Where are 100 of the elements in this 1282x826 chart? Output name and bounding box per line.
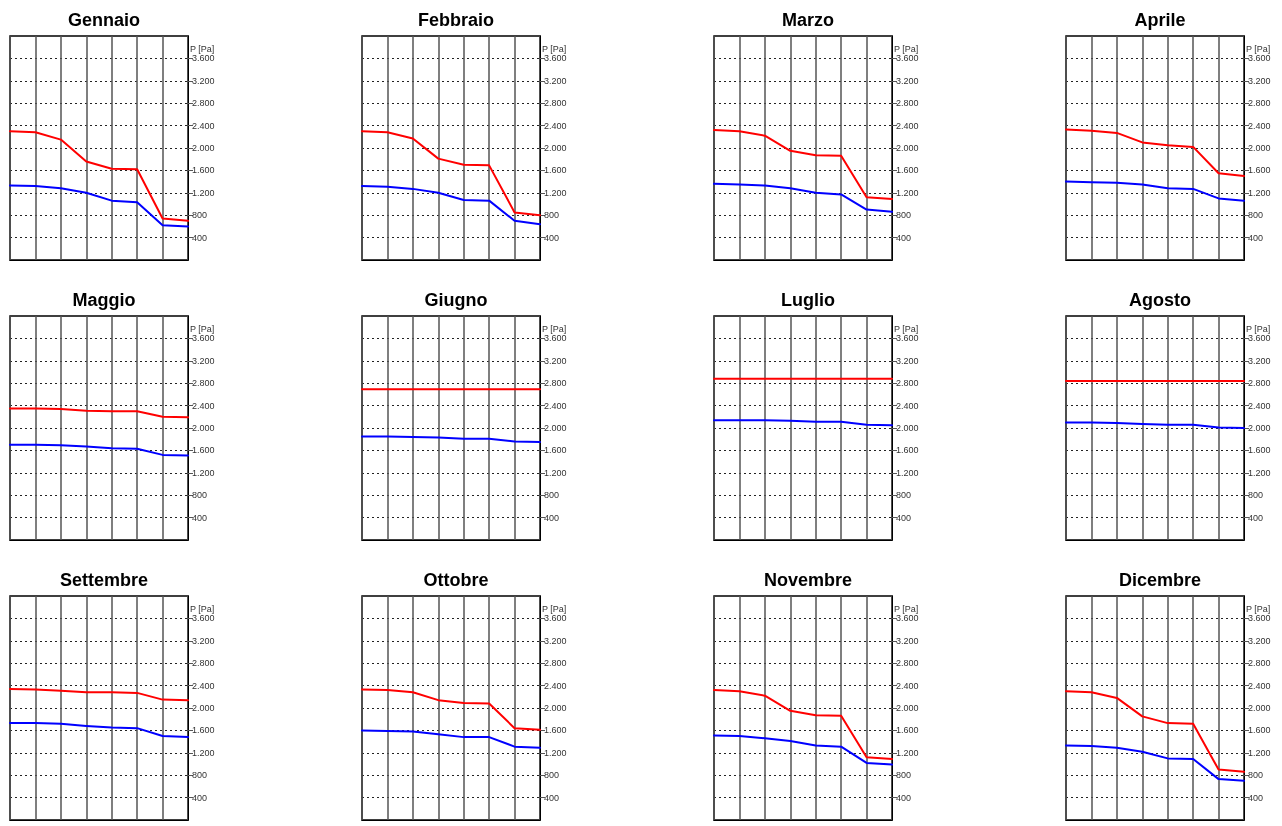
y-tick-label: 3.600 (544, 333, 567, 344)
y-tick-label: 800 (192, 770, 208, 781)
y-tick-label: 3.200 (896, 635, 919, 646)
chart-title: Maggio (72, 290, 136, 310)
line-series (1065, 128, 1245, 177)
y-tick-label: 2.800 (1248, 378, 1271, 389)
line-series (1065, 690, 1245, 773)
line-series (361, 729, 541, 749)
chart-title: Agosto (1129, 290, 1191, 310)
y-tick-label: 2.400 (192, 120, 215, 131)
y-tick-label: 800 (896, 210, 912, 221)
y-tick-label: 1.200 (1248, 747, 1271, 758)
y-axis-title: P [Pa] (190, 603, 215, 614)
y-tick-label: 1.200 (1248, 187, 1271, 198)
y-tick-label: 400 (192, 232, 208, 243)
y-tick-label: 2.800 (1248, 658, 1271, 669)
y-tick-label: 1.600 (192, 445, 215, 456)
y-tick-label: 3.600 (896, 333, 919, 344)
y-tick-label: 2.400 (192, 680, 215, 691)
y-tick-label: 3.200 (544, 75, 567, 86)
chart-title: Gennaio (67, 10, 141, 30)
line-series (9, 687, 189, 702)
y-tick-label: 3.200 (192, 75, 215, 86)
y-tick-label: 3.600 (896, 613, 919, 624)
y-tick-label: 2.400 (896, 400, 919, 411)
chart-title: Novembre (763, 570, 853, 590)
line-series (713, 129, 893, 200)
y-tick-label: 1.200 (896, 467, 919, 478)
y-tick-label: 800 (544, 210, 560, 221)
y-tick-label: 2.400 (544, 120, 567, 131)
y-tick-label: 2.800 (544, 378, 567, 389)
y-tick-label: 800 (1248, 490, 1264, 501)
y-tick-label: 3.600 (544, 53, 567, 64)
y-tick-label: 3.200 (896, 75, 919, 86)
y-tick-label: 2.000 (896, 143, 919, 153)
y-tick-label: 2.400 (896, 680, 919, 691)
chart-title: Settembre (59, 570, 149, 590)
y-tick-label: 2.000 (192, 423, 215, 433)
line-series (361, 185, 541, 226)
y-tick-label: 1.600 (896, 165, 919, 176)
y-tick-label: 1.600 (1248, 165, 1271, 176)
y-tick-label: 800 (544, 770, 560, 781)
y-tick-label: 800 (544, 490, 560, 501)
y-tick-label: 1.200 (192, 467, 215, 478)
y-tick-label: 3.200 (192, 635, 215, 646)
y-tick-label: 2.400 (1248, 120, 1271, 131)
y-tick-label: 400 (1248, 232, 1264, 243)
y-axis-title: P [Pa] (1246, 323, 1271, 334)
y-axis-title: P [Pa] (894, 323, 919, 334)
y-tick-label: 3.600 (192, 333, 215, 344)
y-tick-label: 3.600 (1248, 53, 1271, 64)
y-tick-label: 2.800 (192, 378, 215, 389)
y-tick-label: 400 (544, 232, 560, 243)
y-tick-label: 2.800 (544, 98, 567, 109)
y-tick-label: 1.200 (192, 187, 215, 198)
y-axis-title: P [Pa] (1246, 43, 1271, 54)
y-axis-title: P [Pa] (542, 323, 567, 334)
y-tick-label: 400 (896, 792, 912, 803)
y-tick-label: 2.400 (544, 400, 567, 411)
y-tick-label: 2.800 (896, 98, 919, 109)
y-tick-label: 1.600 (544, 725, 567, 736)
y-tick-label: 2.800 (1248, 98, 1271, 109)
chart-title: Luglio (781, 290, 835, 310)
y-tick-label: 2.000 (544, 143, 567, 153)
y-tick-label: 1.600 (192, 725, 215, 736)
y-tick-label: 2.400 (192, 400, 215, 411)
y-tick-label: 2.400 (544, 680, 567, 691)
y-axis-title: P [Pa] (894, 603, 919, 614)
y-tick-label: 800 (1248, 770, 1264, 781)
y-axis-title: P [Pa] (190, 43, 215, 54)
y-tick-label: 1.200 (896, 747, 919, 758)
y-axis-title: P [Pa] (1246, 603, 1271, 614)
y-tick-label: 3.200 (544, 355, 567, 366)
y-tick-label: 3.200 (192, 355, 215, 366)
y-tick-label: 3.600 (896, 53, 919, 64)
y-axis-title: P [Pa] (190, 323, 215, 334)
y-tick-label: 2.800 (896, 658, 919, 669)
y-tick-label: 2.000 (192, 703, 215, 713)
y-tick-label: 800 (192, 210, 208, 221)
chart-title: Dicembre (1118, 570, 1202, 590)
y-tick-label: 2.800 (192, 658, 215, 669)
y-tick-label: 2.000 (544, 703, 567, 713)
y-tick-label: 800 (896, 490, 912, 501)
y-tick-label: 400 (896, 512, 912, 523)
y-tick-label: 1.600 (1248, 445, 1271, 456)
y-tick-label: 800 (896, 770, 912, 781)
y-tick-label: 1.200 (896, 187, 919, 198)
y-tick-label: 400 (192, 512, 208, 523)
y-tick-label: 3.200 (1248, 75, 1271, 86)
y-axis-title: P [Pa] (542, 603, 567, 614)
y-tick-label: 400 (896, 232, 912, 243)
y-tick-label: 2.800 (192, 98, 215, 109)
y-tick-label: 2.000 (1248, 423, 1271, 433)
y-tick-label: 2.000 (192, 143, 215, 153)
y-tick-label: 1.200 (192, 747, 215, 758)
y-tick-label: 400 (1248, 792, 1264, 803)
chart-title: Febbraio (417, 10, 495, 30)
y-tick-label: 1.200 (1248, 467, 1271, 478)
y-tick-label: 800 (192, 490, 208, 501)
y-tick-label: 1.600 (896, 445, 919, 456)
